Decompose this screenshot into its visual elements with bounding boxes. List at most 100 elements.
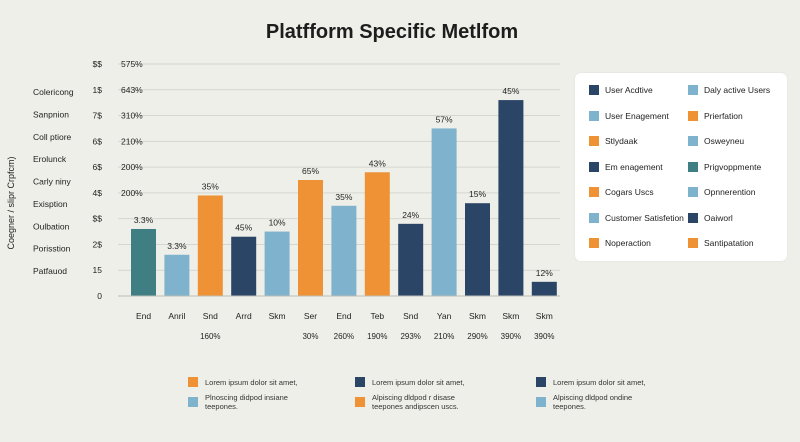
footer-note: Plnoscing didpod insiane teepones. (188, 393, 288, 411)
legend-swatch (589, 238, 599, 248)
bar (231, 236, 257, 296)
y-tick-percent-label: 200% (121, 162, 143, 172)
legend-item: User Enagement (589, 110, 669, 121)
bar-data-label: 3.3% (134, 215, 154, 225)
x-tick-label: Ser (304, 311, 317, 321)
bar-data-label: 35% (202, 181, 219, 191)
x-sub-label: 390% (501, 332, 521, 341)
footer-text: Lorem ipsum dolor sit amet, (205, 377, 298, 387)
row-category-label: Oulbation (33, 221, 70, 231)
y-tick-label: $$ (93, 59, 103, 69)
legend-label: Osweyneu (704, 136, 745, 146)
legend-label: Cogars Uscs (605, 187, 654, 197)
row-category-label: Porisstion (33, 244, 71, 254)
legend-label: Customer Satisfetion (605, 212, 684, 223)
row-category-label: Coll ptiore (33, 132, 72, 142)
footer-text: Plnoscing didpod insiane teepones. (205, 393, 288, 411)
bar-data-label: 12% (536, 268, 553, 278)
legend-swatch (688, 136, 698, 146)
y-tick-percent-label: 310% (121, 111, 143, 121)
y-tick-label: 7$ (93, 111, 103, 121)
bar (331, 205, 357, 296)
x-tick-label: Snd (203, 311, 218, 321)
y-tick-label: 0 (97, 291, 102, 301)
y-tick-label: 1$ (93, 85, 103, 95)
legend-label: Daly active Users (704, 85, 771, 95)
y-tick-percent-label: 575% (121, 59, 143, 69)
legend-label: Stlydaak (605, 136, 638, 146)
y-axis-title: Coegner / slipr Crpfcm) (6, 156, 16, 249)
footer-swatch (536, 377, 546, 387)
legend-swatch (589, 85, 599, 95)
legend-swatch (688, 161, 698, 172)
footer-text: Lorem ipsum dolor sit amet, (372, 377, 465, 387)
bar (398, 223, 424, 296)
footer-swatch (188, 397, 198, 407)
bar-data-label: 15% (469, 189, 486, 199)
legend-item: Opnnerention (688, 187, 756, 197)
legend-swatch (589, 136, 599, 146)
legend-swatch (688, 212, 698, 223)
x-tick-label: Arrd (236, 311, 252, 321)
bar (431, 128, 457, 296)
y-tick-label: 6$ (93, 136, 103, 146)
x-sub-label: 30% (302, 332, 318, 341)
bar-data-label: 45% (502, 86, 519, 96)
row-category-label: Erolunck (33, 154, 67, 164)
bar-data-label: 65% (302, 166, 319, 176)
bar (197, 195, 223, 296)
y-tick-percent-label: 643% (121, 85, 143, 95)
x-tick-label: End (336, 311, 351, 321)
bar-data-label: 45% (235, 223, 252, 233)
legend-swatch (688, 110, 698, 121)
bar (531, 281, 557, 296)
bar (131, 228, 156, 296)
x-sub-label: 293% (400, 332, 420, 341)
x-sub-label: 210% (434, 332, 454, 341)
legend-label: Em enagement (605, 161, 663, 172)
legend-swatch (589, 161, 599, 172)
legend: User Acdtive Daly active Users User Enagem… (575, 73, 787, 261)
bar (465, 203, 490, 296)
bar-data-label: 24% (402, 210, 419, 220)
legend-swatch (589, 187, 599, 197)
x-tick-label: Anril (168, 311, 185, 321)
x-tick-label: Skm (269, 311, 286, 321)
legend-swatch (589, 212, 599, 223)
x-tick-label: Skm (536, 311, 553, 321)
x-tick-label: Skm (502, 311, 519, 321)
footer-text: Alpiscing dldpod ondine teepones. (553, 393, 633, 411)
legend-item: Cogars Uscs (589, 187, 654, 197)
y-tick-label: 6$ (93, 162, 103, 172)
legend-label: Santipatation (704, 238, 754, 248)
legend-swatch (688, 238, 698, 248)
legend-label: User Acdtive (605, 85, 653, 95)
chart-title: Platfform Specific Metlfom (266, 21, 518, 43)
x-tick-label: Snd (403, 311, 418, 321)
footer-swatch (355, 397, 365, 407)
footer-note: Alpiscing dldpod ondine teepones. (536, 393, 632, 411)
legend-label: User Enagement (605, 110, 669, 121)
y-tick-percent-label: 200% (121, 188, 143, 198)
legend-swatch (688, 187, 698, 197)
legend-item: Customer Satisfetion (589, 212, 684, 223)
bar-data-label: 35% (335, 192, 352, 202)
legend-item: Santipatation (688, 238, 754, 248)
legend-label: Oaiworl (704, 212, 733, 223)
bar-data-label: 57% (436, 114, 453, 124)
x-tick-label: Yan (437, 311, 452, 321)
legend-swatch (589, 110, 599, 121)
bar-data-label: 10% (269, 218, 286, 228)
legend-label: Noperaction (605, 238, 651, 248)
legend-item: Prigvoppmente (688, 161, 761, 172)
legend-item: Osweyneu (688, 136, 744, 146)
legend-label: Opnnerention (704, 187, 756, 197)
bar (264, 231, 290, 296)
row-category-label: Exisption (33, 199, 68, 209)
legend-item: User Acdtive (589, 85, 653, 95)
bar (298, 180, 323, 296)
bar (164, 254, 190, 296)
y-tick-label: $$ (93, 214, 103, 224)
